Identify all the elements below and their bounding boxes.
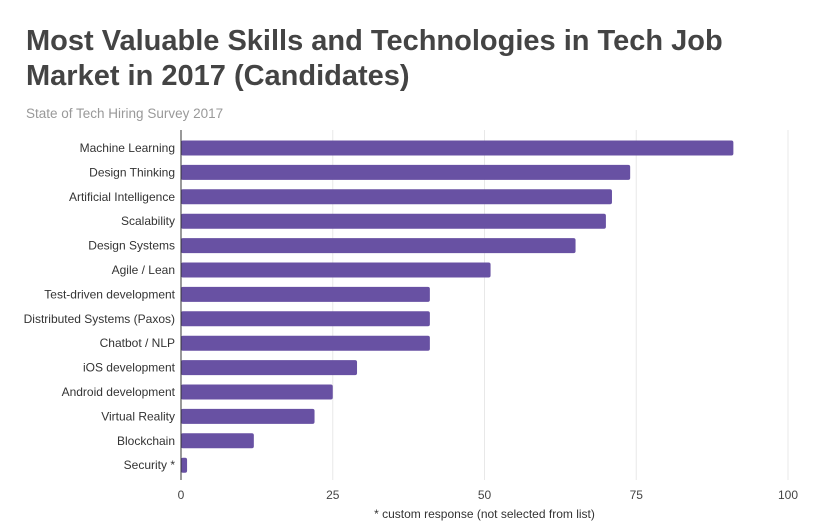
bar-design-thinking xyxy=(181,164,631,180)
category-label: Design Thinking xyxy=(89,165,175,179)
gridlines xyxy=(332,130,789,480)
category-label: Android development xyxy=(62,385,176,399)
bar-android-development xyxy=(181,384,333,400)
category-label: Machine Learning xyxy=(80,141,175,155)
bar-design-systems xyxy=(181,238,576,254)
bars xyxy=(181,140,734,473)
bar-ios-development xyxy=(181,360,358,376)
chart-subtitle: State of Tech Hiring Survey 2017 xyxy=(26,106,224,121)
category-label: Scalability xyxy=(121,214,175,228)
x-tick-label-25: 25 xyxy=(326,488,340,502)
x-tick-label-50: 50 xyxy=(478,488,492,502)
category-label: Blockchain xyxy=(117,434,175,448)
bar-agile-lean xyxy=(181,262,491,278)
category-label: Design Systems xyxy=(88,239,175,253)
chart-title: Most Valuable Skills and Technologies in… xyxy=(26,25,723,92)
x-tick-label-100: 100 xyxy=(778,488,798,502)
category-label: Agile / Lean xyxy=(112,263,175,277)
bar-blockchain xyxy=(181,433,254,449)
category-label: Artificial Intelligence xyxy=(69,190,175,204)
bar-test-driven-development xyxy=(181,286,430,302)
category-labels: Machine Learning Design Thinking Artificia… xyxy=(24,141,176,472)
category-label: Virtual Reality xyxy=(101,409,175,423)
bar-security xyxy=(181,457,188,473)
bar-virtual-reality xyxy=(181,408,315,424)
bar-artificial-intelligence xyxy=(181,189,612,205)
x-tick-label-75: 75 xyxy=(630,488,644,502)
bar-scalability xyxy=(181,213,606,229)
category-label: Security * xyxy=(124,458,176,472)
category-label: Test-driven development xyxy=(44,287,175,301)
x-axis-ticks: 0 25 50 75 100 xyxy=(178,488,799,502)
category-label: Distributed Systems (Paxos) xyxy=(24,312,175,326)
x-axis-label: * custom response (not selected from lis… xyxy=(374,507,595,521)
category-label: Chatbot / NLP xyxy=(100,336,175,350)
bar-chatbot-nlp xyxy=(181,335,430,351)
bar-machine-learning xyxy=(181,140,734,156)
category-label: iOS development xyxy=(83,361,176,375)
x-tick-label-0: 0 xyxy=(178,488,185,502)
bar-distributed-systems-paxos xyxy=(181,311,430,327)
